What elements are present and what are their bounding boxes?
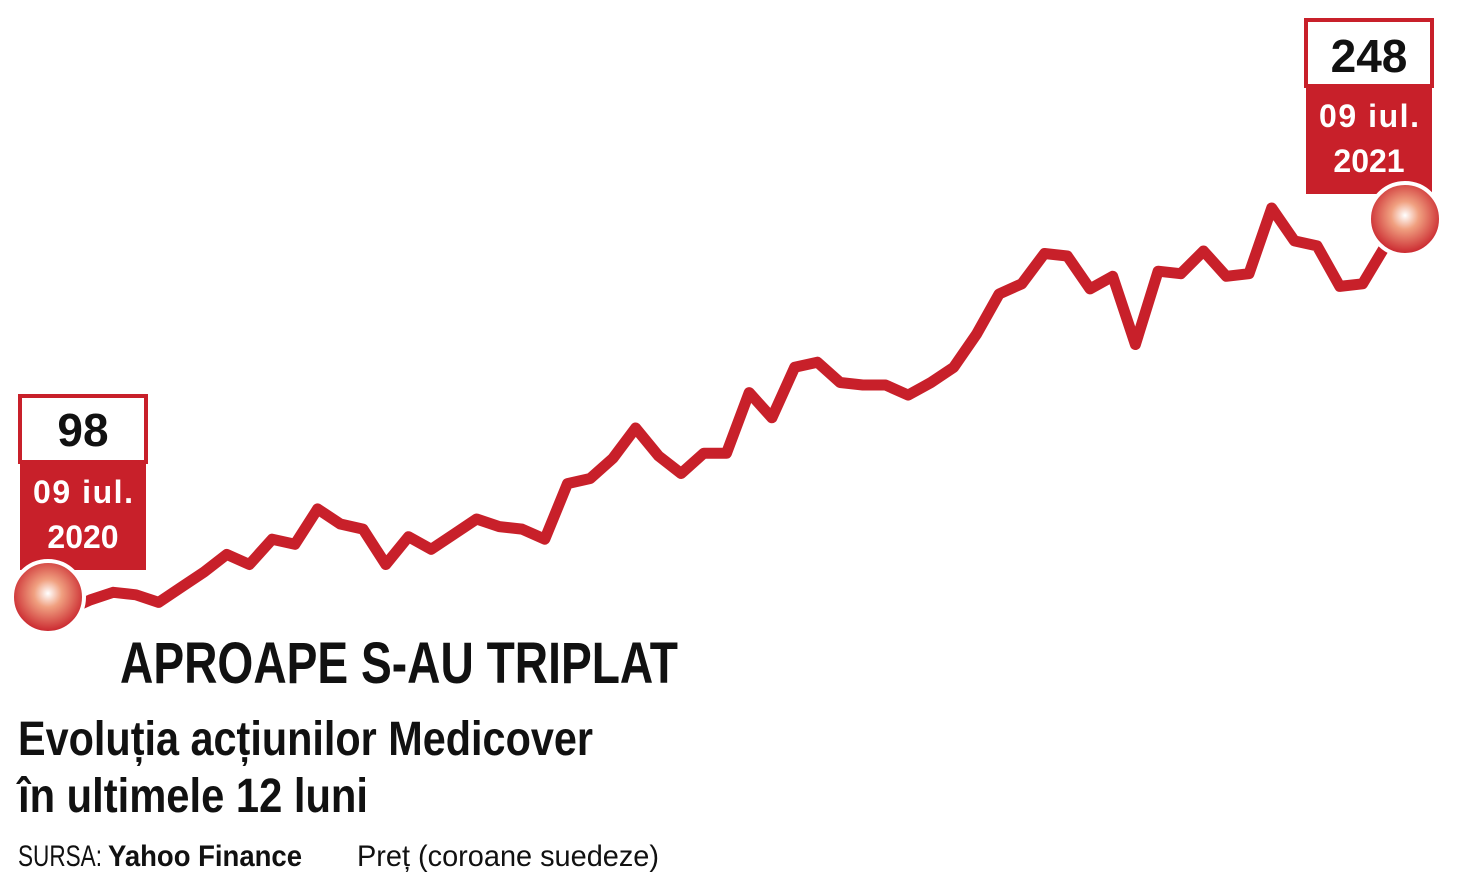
source-label: SURSA: (18, 840, 102, 873)
price-line (39, 202, 1414, 616)
end-value: 248 (1331, 30, 1408, 82)
end-marker (1367, 181, 1443, 257)
subtitle-line: în ultimele 12 luni (16, 770, 368, 823)
start-date: 09 iul. (33, 474, 133, 510)
unit-label: Preț (coroane suedeze) (357, 840, 659, 873)
line-layer (39, 202, 1414, 616)
start-year: 2020 (47, 519, 118, 555)
start-date-box (20, 462, 146, 570)
subtitle-line: Evoluția acțiunilor Medicover (18, 713, 593, 766)
end-year: 2021 (1333, 143, 1404, 179)
end-date: 09 iul. (1319, 98, 1419, 134)
source: Yahoo Finance (108, 840, 302, 873)
chart-title: APROAPE S-AU TRIPLAT (120, 631, 678, 696)
start-marker (10, 559, 86, 635)
start-value: 98 (57, 404, 108, 456)
end-value-box (1304, 18, 1434, 88)
end-date-box (1306, 86, 1432, 194)
